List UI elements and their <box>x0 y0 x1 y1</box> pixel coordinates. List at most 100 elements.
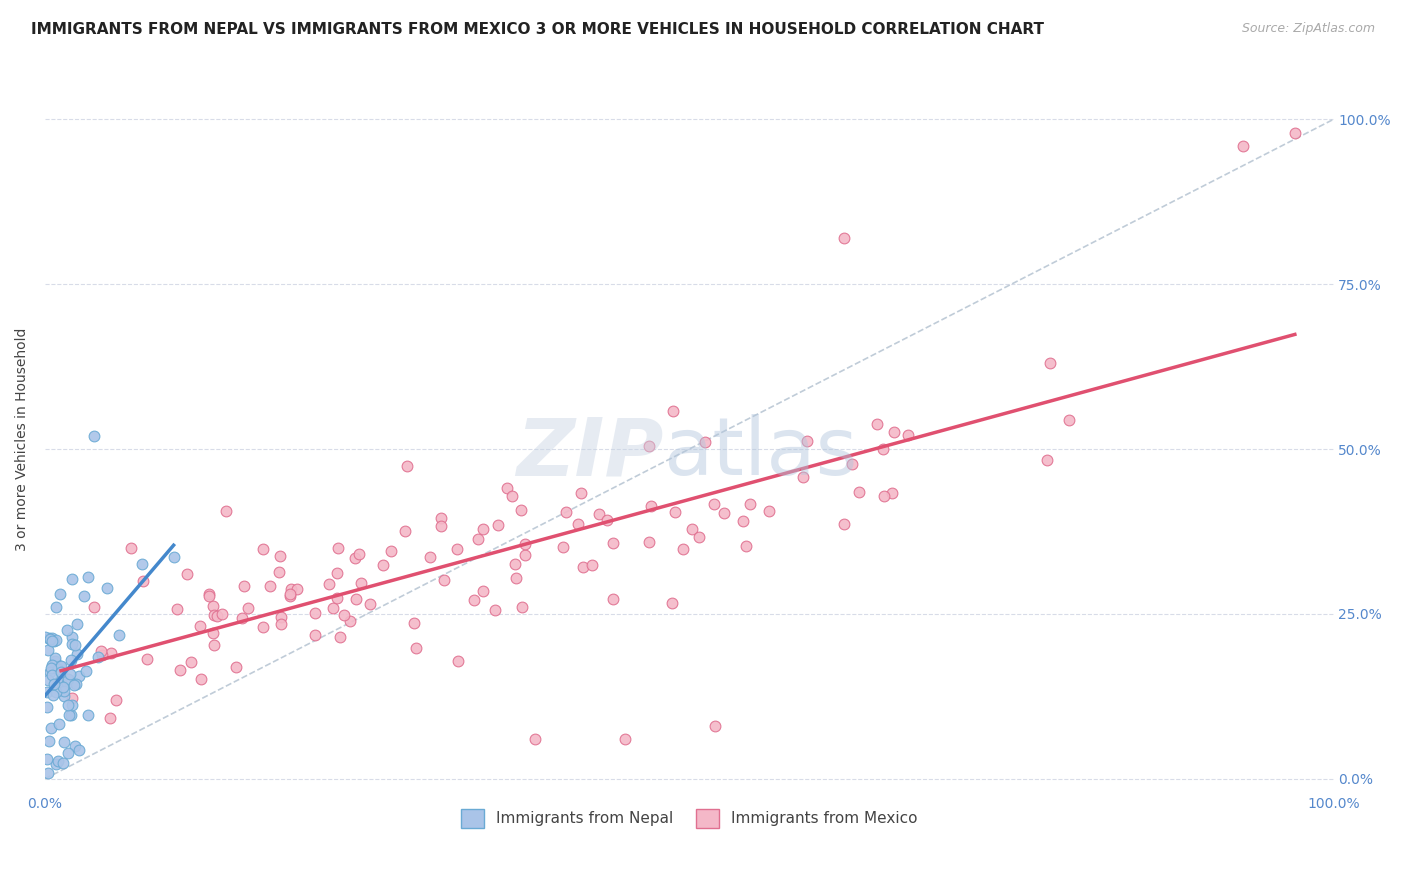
Point <box>664 505 686 519</box>
Point <box>872 442 894 456</box>
Point <box>35 700 58 714</box>
Point <box>52 756 75 771</box>
Point <box>44 633 66 648</box>
Point <box>34 630 56 644</box>
Point <box>638 535 661 549</box>
Point <box>66 617 89 632</box>
Point <box>205 608 228 623</box>
Point <box>60 572 83 586</box>
Point <box>396 458 419 473</box>
Point <box>503 557 526 571</box>
Point <box>394 524 416 538</box>
Point <box>571 485 593 500</box>
Point <box>52 735 75 749</box>
Point <box>60 630 83 644</box>
Point <box>41 631 63 645</box>
Point <box>202 608 225 623</box>
Point <box>238 601 260 615</box>
Point <box>344 550 367 565</box>
Point <box>523 732 546 747</box>
Point <box>180 655 202 669</box>
Point <box>63 678 86 692</box>
Point <box>731 515 754 529</box>
Point <box>359 597 381 611</box>
Point <box>38 665 60 680</box>
Point <box>188 619 211 633</box>
Point <box>100 711 122 725</box>
Point <box>447 654 470 668</box>
Point <box>56 672 79 686</box>
Point <box>51 675 73 690</box>
Point <box>1057 413 1080 427</box>
Point <box>45 600 67 615</box>
Point <box>278 587 301 601</box>
Point <box>49 659 72 673</box>
Point <box>52 680 75 694</box>
Point <box>339 615 361 629</box>
Point <box>67 743 90 757</box>
Point <box>467 532 489 546</box>
Point <box>848 485 870 500</box>
Point <box>87 650 110 665</box>
Point <box>67 669 90 683</box>
Point <box>37 685 59 699</box>
Point <box>100 646 122 660</box>
Point <box>880 485 903 500</box>
Legend: Immigrants from Nepal, Immigrants from Mexico: Immigrants from Nepal, Immigrants from M… <box>454 803 924 834</box>
Point <box>169 663 191 677</box>
Point <box>333 608 356 623</box>
Point <box>96 582 118 596</box>
Point <box>734 539 756 553</box>
Text: ZIP: ZIP <box>516 414 664 492</box>
Point <box>1039 356 1062 370</box>
Point <box>703 497 725 511</box>
Point <box>56 624 79 638</box>
Point <box>44 654 66 668</box>
Point <box>42 676 65 690</box>
Point <box>446 541 468 556</box>
Point <box>567 517 589 532</box>
Point <box>326 591 349 605</box>
Point <box>371 558 394 572</box>
Point <box>252 541 274 556</box>
Y-axis label: 3 or more Vehicles in Household: 3 or more Vehicles in Household <box>15 327 30 551</box>
Point <box>495 481 517 495</box>
Point <box>419 550 441 565</box>
Point <box>304 628 326 642</box>
Point <box>60 698 83 713</box>
Point <box>1284 126 1306 140</box>
Point <box>866 417 889 432</box>
Point <box>304 606 326 620</box>
Point <box>66 647 89 661</box>
Point <box>883 425 905 439</box>
Point <box>46 662 69 676</box>
Point <box>834 517 856 532</box>
Point <box>270 616 292 631</box>
Point <box>38 632 60 647</box>
Point <box>75 665 97 679</box>
Point <box>738 497 761 511</box>
Point <box>105 692 128 706</box>
Point <box>350 576 373 591</box>
Point <box>108 628 131 642</box>
Point <box>661 597 683 611</box>
Point <box>486 518 509 533</box>
Point <box>430 519 453 533</box>
Point <box>225 659 247 673</box>
Point <box>60 708 83 723</box>
Point <box>873 489 896 503</box>
Point <box>211 607 233 621</box>
Point <box>267 566 290 580</box>
Point <box>588 508 610 522</box>
Point <box>513 548 536 562</box>
Point <box>269 549 291 563</box>
Point <box>344 591 367 606</box>
Point <box>56 698 79 712</box>
Point <box>270 610 292 624</box>
Point <box>62 691 84 706</box>
Point <box>581 558 603 572</box>
Point <box>380 544 402 558</box>
Point <box>259 579 281 593</box>
Point <box>897 427 920 442</box>
Point <box>662 403 685 417</box>
